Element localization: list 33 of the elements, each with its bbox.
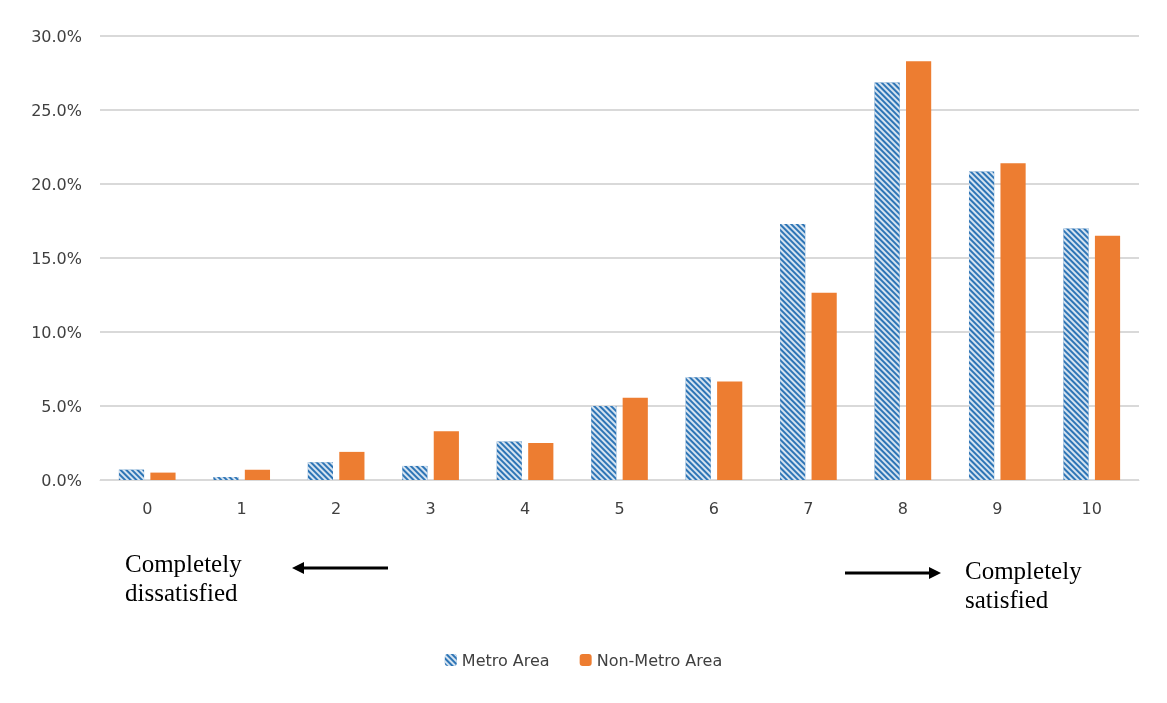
legend-label: Non-Metro Area xyxy=(596,650,723,670)
bar xyxy=(622,397,648,480)
x-tick-label: 0 xyxy=(142,498,153,518)
bar xyxy=(1000,163,1026,480)
bar xyxy=(433,431,459,480)
y-tick-label: 10.0% xyxy=(31,322,82,342)
x-tick-label: 2 xyxy=(331,498,342,518)
x-tick-label: 6 xyxy=(708,498,720,518)
bar xyxy=(244,469,271,480)
x-tick-label: 7 xyxy=(803,498,814,518)
x-tick-label: 10 xyxy=(1081,498,1102,518)
bar xyxy=(906,61,932,480)
x-tick-label: 1 xyxy=(236,498,247,518)
x-tick-label: 3 xyxy=(425,498,436,518)
x-tick-label: 4 xyxy=(519,498,531,518)
bar xyxy=(528,443,554,480)
x-tick-label: 9 xyxy=(992,498,1003,518)
y-tick-label: 15.0% xyxy=(31,248,82,268)
legend-label: Metro Area xyxy=(461,650,550,670)
y-tick-label: 30.0% xyxy=(31,26,82,46)
text: Completely satisfied xyxy=(965,556,1083,614)
x-tick-label: 8 xyxy=(897,498,908,518)
bar xyxy=(811,292,837,480)
text: Completely dissatisfied xyxy=(125,549,243,607)
bar xyxy=(339,451,365,480)
y-tick-label: 0.0% xyxy=(41,470,82,490)
bar xyxy=(150,472,176,480)
bar xyxy=(1094,235,1121,480)
y-tick-label: 20.0% xyxy=(31,174,82,194)
bar xyxy=(717,381,743,480)
y-tick-label: 5.0% xyxy=(41,396,82,416)
x-tick-label: 5 xyxy=(614,498,625,518)
y-tick-label: 25.0% xyxy=(31,100,82,120)
